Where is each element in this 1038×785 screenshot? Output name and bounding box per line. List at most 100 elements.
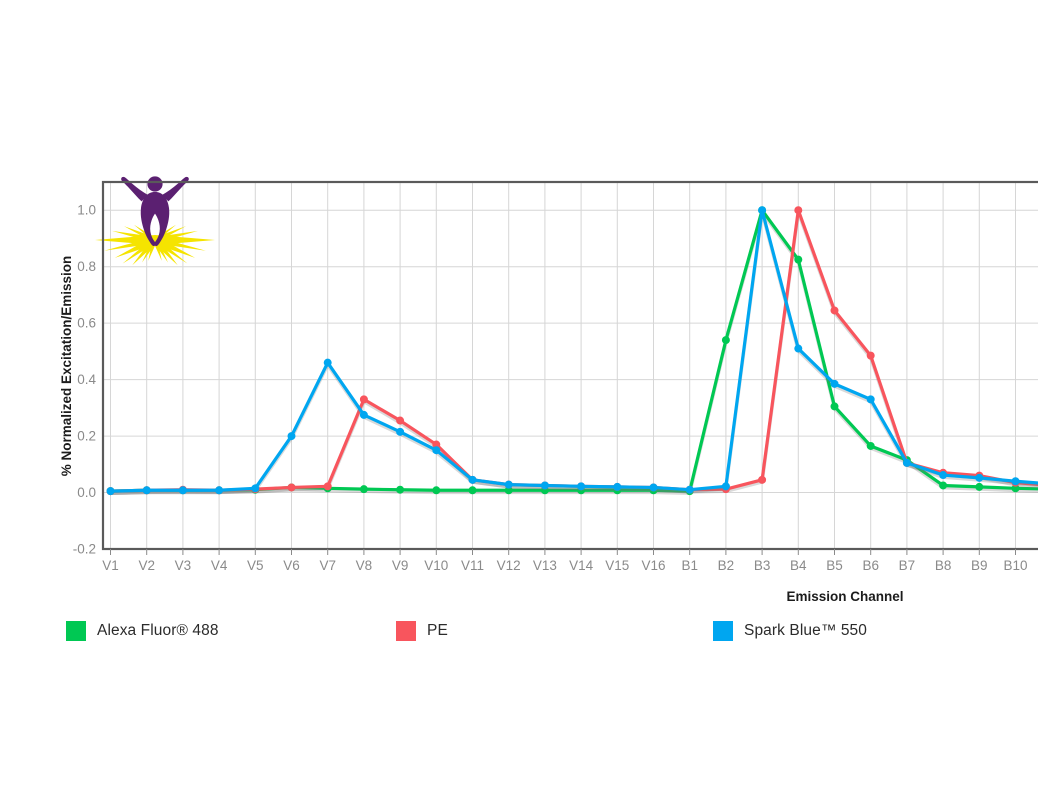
data-point[interactable] (359, 395, 368, 404)
data-point[interactable] (1011, 477, 1020, 486)
plot-viewport: V1 V2 V3 V4 V5 V6 V7 V8 V9 V10 V11 V12 V13 V14 V15 V16 B… (59, 176, 1038, 604)
data-point[interactable] (359, 410, 368, 419)
x-tick-label: V16 (641, 558, 665, 573)
logo-rays-icon (95, 224, 215, 266)
logo-ray (154, 230, 199, 243)
legend-label: PE (427, 622, 448, 639)
logo-ray (104, 236, 156, 251)
logo-ray (114, 236, 157, 258)
y-gridlines (103, 209, 1038, 494)
data-point[interactable] (902, 458, 911, 467)
biolegend-logo-watermark (95, 176, 215, 266)
x-tick-label: V2 (138, 558, 155, 573)
x-tick-label: V5 (247, 558, 264, 573)
legend-label: Alexa Fluor® 488 (97, 622, 219, 639)
x-axis-title: Emission Channel (786, 589, 903, 604)
legend-swatch-green (66, 621, 86, 641)
data-point[interactable] (649, 483, 658, 492)
y-tick-label: -0.2 (73, 542, 96, 557)
data-point[interactable] (468, 475, 477, 484)
x-axis-tick-labels: V1 V2 V3 V4 V5 V6 V7 V8 V9 V10 V11 V12 V13 V14 V15 V16 B… (102, 558, 1027, 573)
data-point[interactable] (504, 480, 513, 489)
plot-frame (101, 180, 1038, 551)
y-tick-label: 0.8 (77, 259, 96, 274)
data-point[interactable] (540, 481, 549, 490)
series-spark-blue-550 (106, 206, 1038, 496)
data-series-layer (106, 206, 1038, 496)
data-point[interactable] (142, 486, 151, 495)
x-tick-label: B7 (899, 558, 916, 573)
data-point[interactable] (323, 358, 332, 367)
legend-item-pe[interactable]: PE (396, 618, 448, 644)
data-point[interactable] (866, 441, 875, 450)
data-point[interactable] (613, 482, 622, 491)
x-tick-label: V12 (497, 558, 521, 573)
x-tick-label: B4 (790, 558, 807, 573)
x-tick-label: V8 (356, 558, 373, 573)
data-point[interactable] (468, 486, 477, 495)
x-tick-label: V4 (211, 558, 228, 573)
data-point[interactable] (939, 471, 948, 480)
data-point[interactable] (830, 402, 839, 411)
x-tick-label: B8 (935, 558, 952, 573)
data-point[interactable] (287, 483, 296, 492)
x-tick-label: B1 (681, 558, 698, 573)
data-point[interactable] (758, 475, 767, 484)
x-tick-label: V3 (175, 558, 192, 573)
legend-label: Spark Blue™ 550 (744, 622, 867, 639)
data-point[interactable] (106, 487, 115, 496)
data-point[interactable] (287, 432, 296, 441)
x-tick-label: V7 (319, 558, 336, 573)
data-point[interactable] (758, 206, 767, 215)
x-tick-label: V1 (102, 558, 119, 573)
data-point[interactable] (323, 482, 332, 491)
x-tick-label: B5 (826, 558, 843, 573)
legend-item-spark-blue-550[interactable]: Spark Blue™ 550 (713, 618, 867, 644)
data-point[interactable] (866, 395, 875, 404)
data-point[interactable] (794, 206, 803, 215)
data-point[interactable] (975, 473, 984, 482)
y-tick-label: 0.0 (77, 485, 96, 500)
x-tick-label: V10 (424, 558, 448, 573)
data-point[interactable] (396, 427, 405, 436)
logo-ray (154, 236, 206, 251)
data-point[interactable] (432, 446, 441, 455)
x-tick-label: B6 (862, 558, 879, 573)
data-point[interactable] (396, 485, 405, 494)
data-point[interactable] (939, 481, 948, 490)
data-point[interactable] (577, 482, 586, 491)
data-point[interactable] (396, 416, 405, 425)
data-point[interactable] (359, 485, 368, 494)
x-tick-label: V6 (283, 558, 300, 573)
data-point[interactable] (685, 485, 694, 494)
data-point[interactable] (178, 486, 187, 495)
legend-swatch-blue (713, 621, 733, 641)
data-point[interactable] (721, 336, 730, 345)
data-point[interactable] (215, 486, 224, 495)
y-tick-label: 1.0 (77, 203, 96, 218)
x-tick-label: V15 (605, 558, 629, 573)
logo-ray (153, 236, 196, 258)
data-point[interactable] (794, 344, 803, 353)
legend-item-alexa-fluor-488[interactable]: Alexa Fluor® 488 (66, 618, 219, 644)
data-point[interactable] (432, 486, 441, 495)
data-point[interactable] (975, 482, 984, 491)
x-tick-label: B9 (971, 558, 988, 573)
data-point[interactable] (721, 482, 730, 491)
x-axis-ticks (110, 549, 1016, 555)
data-point[interactable] (251, 484, 260, 493)
y-tick-label: 0.4 (77, 372, 96, 387)
data-point[interactable] (794, 255, 803, 264)
chart-legend: Alexa Fluor® 488 PE Spark Blue™ 550 (0, 612, 1038, 652)
legend-swatch-red (396, 621, 416, 641)
data-point[interactable] (830, 306, 839, 315)
plot-svg: V1 V2 V3 V4 V5 V6 V7 V8 V9 V10 V11 V12 V13 V14 V15 V16 B… (59, 176, 1038, 604)
data-point[interactable] (866, 351, 875, 360)
y-axis-tick-labels: 1.0 0.8 0.6 0.4 0.2 0.0 -0.2 (73, 203, 97, 557)
x-tick-label: B10 (1003, 558, 1027, 573)
data-point[interactable] (830, 379, 839, 388)
y-tick-label: 0.2 (77, 429, 96, 444)
x-tick-label: V13 (533, 558, 557, 573)
